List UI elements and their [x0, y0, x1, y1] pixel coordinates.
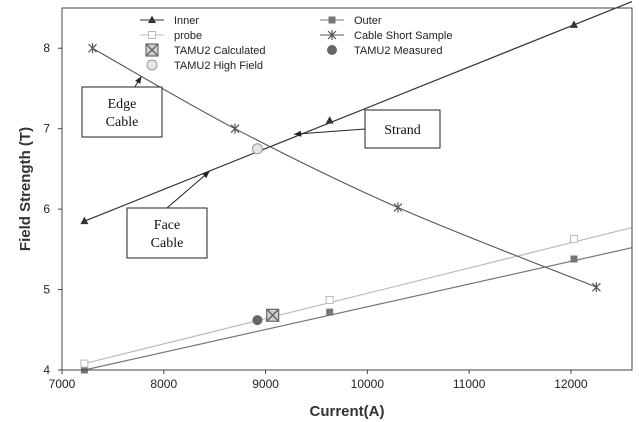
- annotations: Edge Cable Face Cable Strand: [81, 76, 441, 259]
- data-point-inner: [80, 216, 89, 225]
- callout-text: Edge: [108, 97, 137, 112]
- data-point-inner: [325, 116, 334, 124]
- y-tick-label: 6: [43, 202, 50, 216]
- legend-marker-tamu2-measured: [327, 45, 337, 55]
- legend-label-tamu2-high-field: TAMU2 High Field: [174, 60, 263, 72]
- legend-marker-outer: [328, 16, 336, 24]
- callout-box: [364, 109, 441, 149]
- callout-edge-cable: Edge Cable: [81, 76, 163, 138]
- callout-arrow-line: [294, 128, 366, 135]
- data-point-inner-shape: [569, 20, 578, 28]
- data-point-tamu2-calculated: [266, 308, 280, 322]
- legend-marker-outer-shape: [328, 16, 336, 24]
- data-point-tamu2-calculated-cross: [266, 308, 280, 322]
- legend-marker-tamu2-measured-shape: [327, 45, 337, 55]
- legend-label-cable-short-sample: Cable Short Sample: [354, 30, 452, 42]
- data-point-cable-short-sample-shape: [230, 123, 240, 134]
- data-point-inner-shape: [80, 216, 89, 225]
- data-point-outer-shape: [326, 308, 334, 316]
- callout-face-cable: Face Cable: [126, 170, 210, 259]
- y-axis-title: Field Strength (T): [17, 127, 34, 251]
- legend-item-tamu2-high-field: TAMU2 High Field: [146, 59, 263, 72]
- data-point-cable-short-sample-shape: [591, 282, 601, 293]
- data-point-cable-short-sample-shape: [393, 202, 403, 213]
- legend-marker-cable-short-sample-shape: [327, 30, 337, 40]
- plot-frame: [61, 7, 633, 371]
- x-tick-label: 7000: [49, 377, 76, 391]
- x-tick-label: 12000: [554, 377, 588, 391]
- x-tick-label: 8000: [150, 377, 177, 391]
- callout-box: [126, 207, 208, 259]
- data-point-probe-shape: [569, 234, 578, 243]
- data-point-cable-short-sample: [230, 123, 240, 134]
- data-point-inner: [569, 20, 578, 28]
- callout-arrowhead: [294, 130, 302, 137]
- data-point-tamu2-high-field-shape: [251, 143, 263, 155]
- legend-label-tamu2-calculated: TAMU2 Calculated: [174, 45, 266, 57]
- legend-marker-tamu2-high-field-shape: [146, 59, 158, 71]
- legend-item-probe: probe: [140, 30, 202, 42]
- callout-text: Cable: [151, 236, 184, 251]
- data-point-inner-shape: [325, 116, 334, 124]
- legend-marker-tamu2-calculated: [145, 43, 159, 57]
- callout-box: [81, 86, 163, 138]
- x-tick-label: 9000: [252, 377, 279, 391]
- series-line-inner: [84, 1, 633, 222]
- callout-text: Strand: [384, 123, 421, 138]
- legend-marker-probe: [148, 31, 156, 39]
- data-point-probe-shape: [325, 296, 334, 305]
- series-line-probe: [84, 227, 633, 365]
- callout-arrow-line: [166, 170, 210, 209]
- data-point-tamu2-high-field: [251, 143, 263, 155]
- callout-text: Face: [154, 218, 180, 233]
- callout-strand: Strand: [294, 109, 441, 149]
- callout-arrowhead: [135, 76, 142, 84]
- legend-label-tamu2-measured: TAMU2 Measured: [354, 45, 442, 57]
- y-tick-label: 4: [43, 363, 50, 377]
- data-point-outer-shape: [570, 255, 578, 263]
- legend-marker-inner: [148, 15, 156, 23]
- x-axis-title: Current(A): [310, 403, 385, 420]
- data-point-cable-short-sample: [393, 202, 403, 213]
- legend-marker-cable-short-sample: [327, 30, 337, 40]
- legend-marker-tamu2-high-field: [146, 59, 158, 71]
- legend-item-inner: Inner: [140, 15, 199, 27]
- data-point-outer: [326, 308, 334, 316]
- callout-arrowhead: [202, 171, 210, 179]
- legend-marker-probe-shape: [148, 31, 156, 39]
- data-point-probe: [569, 234, 578, 243]
- y-tick-label: 5: [43, 283, 50, 297]
- legend: Inner Outer probe Cable Short Sample TAMU2 C…: [140, 15, 452, 72]
- legend-marker-tamu2-calculated-cross: [145, 43, 159, 57]
- y-tick-label: 8: [43, 41, 50, 55]
- data-point-probe-shape: [80, 359, 89, 368]
- legend-label-outer: Outer: [354, 15, 382, 27]
- legend-label-probe: probe: [174, 30, 202, 42]
- data-point-tamu2-measured-shape: [252, 315, 263, 326]
- legend-item-outer: Outer: [320, 15, 382, 27]
- legend-marker-inner-shape: [148, 15, 156, 23]
- x-tick-label: 11000: [453, 377, 486, 391]
- series-line-outer: [84, 247, 633, 371]
- legend-item-tamu2-calculated: TAMU2 Calculated: [145, 43, 266, 57]
- data-point-probe: [80, 359, 89, 368]
- data-point-cable-short-sample-shape: [88, 43, 97, 54]
- legend-label-inner: Inner: [174, 15, 199, 27]
- callout-text: Cable: [106, 115, 139, 130]
- y-tick-label: 7: [43, 122, 50, 136]
- legend-item-tamu2-measured: TAMU2 Measured: [327, 45, 442, 57]
- data-point-cable-short-sample: [591, 282, 601, 293]
- axes: 7000 8000 9000 10000 11000 12000 4 5 6 7 8 Current(…: [17, 7, 633, 420]
- data-point-cable-short-sample: [88, 43, 97, 54]
- plot-area: [80, 1, 633, 374]
- data-point-outer: [570, 255, 578, 263]
- legend-item-cable-short-sample: Cable Short Sample: [320, 30, 452, 42]
- data-point-tamu2-measured: [252, 315, 263, 326]
- x-tick-label: 10000: [351, 377, 385, 391]
- data-point-probe: [325, 296, 334, 305]
